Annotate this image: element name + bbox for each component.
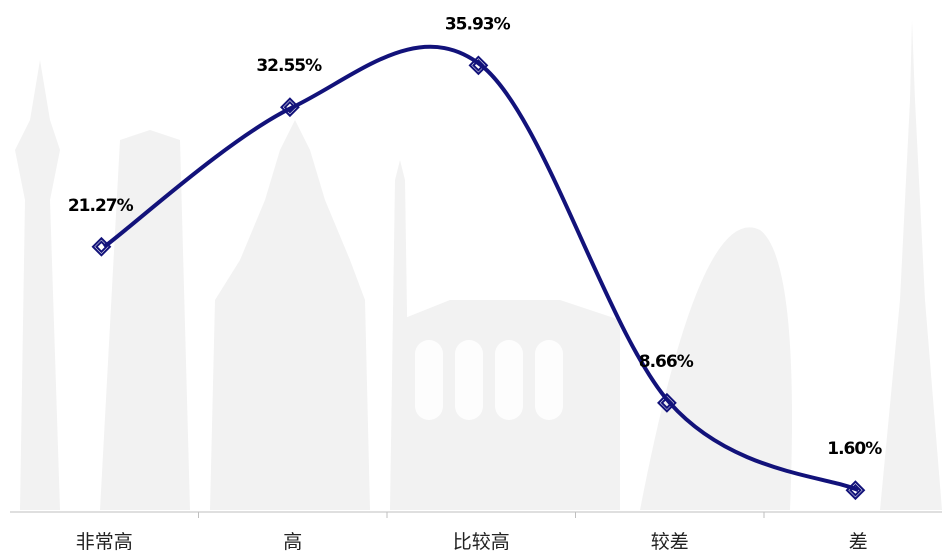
value-label: 35.93% xyxy=(445,14,511,34)
x-tick-label: 比较高 xyxy=(453,531,510,553)
marker-part xyxy=(283,100,297,114)
marker-part xyxy=(95,240,108,254)
marker xyxy=(657,392,677,413)
x-tick-label: 非常高 xyxy=(76,531,133,553)
x-tick-label: 差 xyxy=(849,531,868,553)
marker-part xyxy=(472,59,485,72)
marker-part xyxy=(849,483,862,497)
background-arches xyxy=(415,340,563,420)
marker-part xyxy=(91,236,112,257)
x-tick-label: 高 xyxy=(283,531,302,553)
marker xyxy=(468,55,489,76)
marker-part xyxy=(468,55,489,76)
value-label: 21.27% xyxy=(68,196,134,216)
marker-part xyxy=(660,396,674,410)
marker xyxy=(280,97,300,118)
x-tick-label: 较差 xyxy=(651,531,689,553)
marker-part xyxy=(657,392,677,413)
value-label: 1.60% xyxy=(827,439,882,459)
background-silhouettes xyxy=(15,20,942,510)
marker xyxy=(845,480,866,501)
marker-part xyxy=(280,97,300,118)
series-line xyxy=(103,44,860,493)
marker xyxy=(91,236,112,257)
value-label: 32.55% xyxy=(256,56,322,76)
marker-part xyxy=(845,480,866,501)
value-label: 8.66% xyxy=(639,352,694,372)
